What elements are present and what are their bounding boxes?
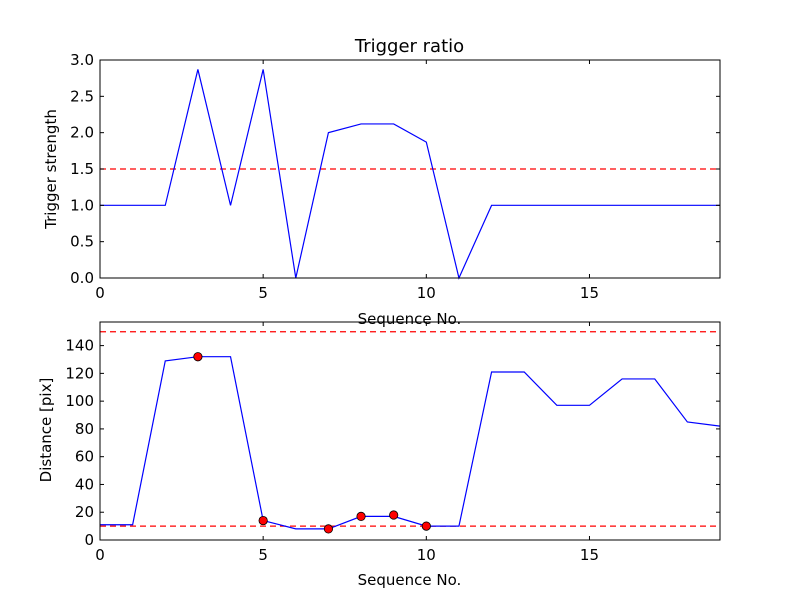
distance-y-tick-label: 60 — [75, 448, 94, 466]
distance-marker-point — [421, 521, 431, 531]
distance-x-tick-label: 15 — [580, 546, 599, 564]
distance-y-tick-label: 100 — [65, 392, 94, 410]
trigger-series-line-0 — [100, 69, 720, 280]
distance-marker-point — [389, 510, 399, 520]
distance-marker-point — [258, 515, 268, 526]
distance-axes: 0 5 10 15 0 20 40 60 80 100 120 140 Sequence No. Di… — [37, 321, 721, 589]
trigger-x-tick-label: 15 — [580, 284, 599, 302]
trigger-y-tick-label: 2.0 — [70, 124, 94, 142]
trigger-y-tick-label: 2.5 — [70, 87, 94, 105]
trigger-y-tick-label: 3.0 — [70, 51, 94, 69]
trigger-x-axis-label: Sequence No. — [358, 310, 462, 328]
distance-y-tick-label: 0 — [84, 531, 94, 549]
distance-y-tick-label: 20 — [75, 503, 94, 521]
trigger-y-axis-label: Trigger strength — [42, 109, 60, 230]
distance-x-tick-label: 0 — [95, 546, 105, 564]
trigger-x-tick-label: 0 — [95, 284, 105, 302]
trigger-y-tick-label: 0.5 — [70, 233, 94, 251]
trigger-tick-layer: 0 5 10 15 0.0 0.5 1.0 1.5 2.0 2.5 3.0 — [70, 51, 720, 302]
distance-series-layer — [100, 331, 721, 534]
distance-tick-layer: 0 5 10 15 0 20 40 60 80 100 120 140 — [65, 322, 720, 564]
distance-series-line-0 — [100, 356, 721, 530]
trigger-ratio-axes: Trigger ratio 0 5 10 15 0.0 0.5 1.0 1.5 2.0 2.5 3.… — [42, 36, 721, 328]
distance-x-tick-label: 10 — [417, 546, 436, 564]
distance-y-tick-label: 40 — [75, 475, 94, 493]
trigger-y-tick-label: 1.0 — [70, 196, 94, 214]
distance-y-axis-label: Distance [pix] — [37, 378, 55, 483]
distance-y-tick-label: 140 — [65, 337, 94, 355]
distance-y-tick-label: 120 — [65, 364, 94, 382]
trigger-axes-frame — [99, 59, 721, 279]
chart-title: Trigger ratio — [354, 36, 464, 57]
trigger-x-tick-label: 10 — [417, 284, 436, 302]
trigger-x-tick-label: 5 — [258, 284, 268, 302]
distance-marker-point — [323, 524, 334, 534]
distance-axes-frame — [99, 321, 721, 541]
distance-y-tick-label: 80 — [75, 420, 94, 438]
distance-x-tick-label: 5 — [258, 546, 268, 564]
distance-marker-point — [193, 352, 203, 362]
trigger-y-tick-label: 0.0 — [70, 269, 94, 287]
trigger-y-tick-label: 1.5 — [70, 160, 94, 178]
trigger-series-layer — [100, 69, 720, 280]
distance-marker-point — [356, 511, 366, 521]
distance-x-axis-label: Sequence No. — [358, 571, 462, 589]
